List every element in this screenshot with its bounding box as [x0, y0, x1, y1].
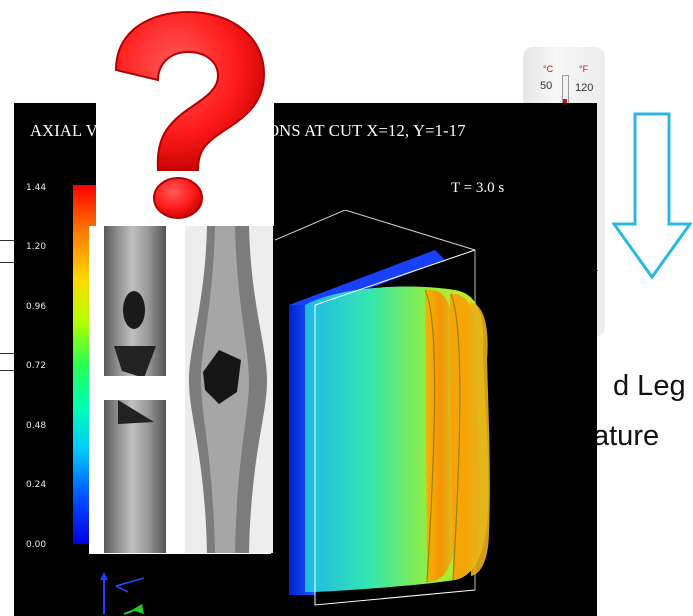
colorbar-tick: 0.24 [26, 480, 47, 490]
velocity-cube-render [275, 210, 490, 606]
edge-line [0, 240, 16, 241]
slide-text-line-1: d Leg [613, 370, 686, 402]
thermometer-unit-c: °C [543, 64, 554, 74]
slide-text-line-2: ature [593, 420, 660, 452]
question-mark-icon [114, 10, 266, 219]
colorbar-tick: 0.96 [26, 302, 47, 312]
thermometer-label-c: 50 [540, 80, 553, 92]
colorbar-tick: 1.20 [26, 242, 47, 252]
edge-line [0, 370, 16, 371]
colorbar-tick: 0.48 [26, 421, 47, 431]
colorbar-tick: 0.00 [26, 540, 47, 550]
colorbar-tick: 0.72 [26, 361, 47, 371]
edge-line [0, 262, 16, 263]
colorbar-tick: 1.44 [26, 183, 47, 193]
simulation-time: T = 3.0 s [451, 180, 505, 196]
fractured-tube-photo [104, 226, 166, 553]
question-mark-image [96, 0, 274, 226]
ruptured-tube-photo [185, 226, 273, 553]
edge-line [0, 353, 16, 354]
thermometer-label-f: 120 [575, 82, 594, 94]
axes-orientation-icon [100, 572, 145, 615]
down-arrow-icon [612, 112, 692, 280]
thermometer-unit-f: °F [579, 64, 589, 74]
